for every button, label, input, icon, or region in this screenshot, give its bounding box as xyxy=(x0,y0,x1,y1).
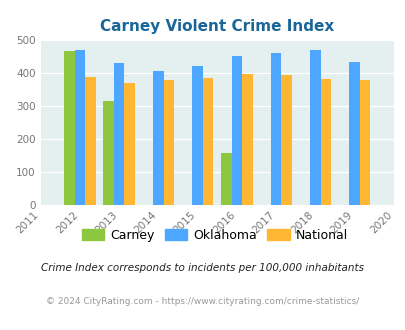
Bar xyxy=(75,50,85,205)
Bar xyxy=(309,50,320,205)
Bar xyxy=(163,80,174,205)
Bar xyxy=(113,63,124,205)
Title: Carney Violent Crime Index: Carney Violent Crime Index xyxy=(100,19,333,34)
Bar xyxy=(192,66,202,205)
Bar xyxy=(281,75,291,205)
Bar xyxy=(85,77,96,205)
Text: Crime Index corresponds to incidents per 100,000 inhabitants: Crime Index corresponds to incidents per… xyxy=(41,263,364,273)
Bar xyxy=(270,53,281,205)
Bar xyxy=(202,78,213,205)
Bar xyxy=(359,80,369,205)
Bar xyxy=(220,153,231,205)
Legend: Carney, Oklahoma, National: Carney, Oklahoma, National xyxy=(77,224,353,247)
Bar xyxy=(103,101,113,205)
Bar xyxy=(348,62,359,205)
Bar xyxy=(153,71,163,205)
Bar xyxy=(231,56,241,205)
Bar xyxy=(241,74,252,205)
Text: © 2024 CityRating.com - https://www.cityrating.com/crime-statistics/: © 2024 CityRating.com - https://www.city… xyxy=(46,297,359,306)
Bar xyxy=(124,83,134,205)
Bar xyxy=(64,51,75,205)
Bar xyxy=(320,79,330,205)
